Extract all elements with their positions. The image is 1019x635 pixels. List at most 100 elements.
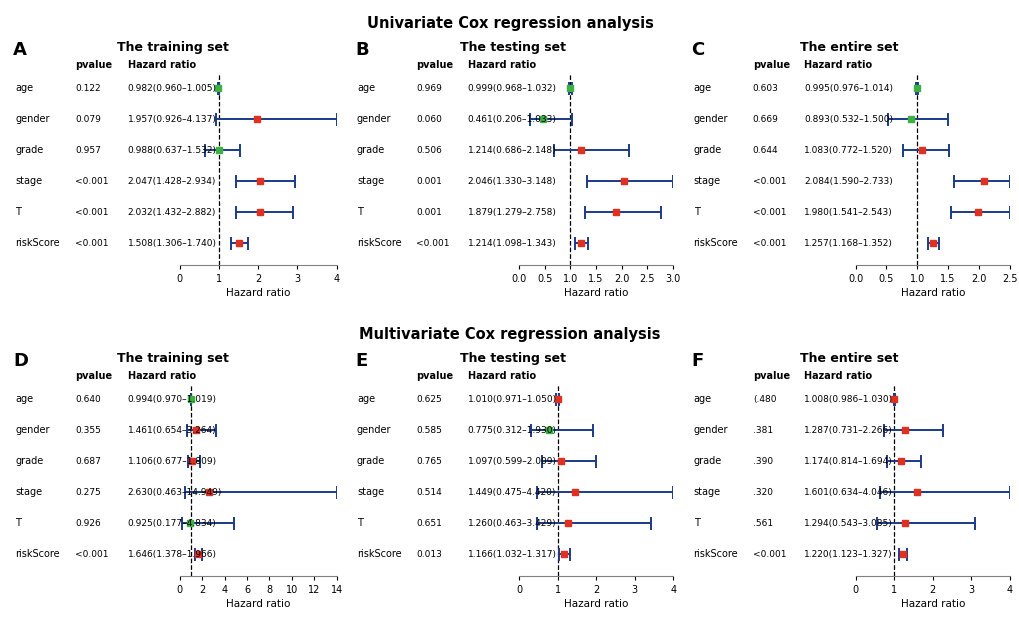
Text: <0.001: <0.001 [416,239,449,248]
Text: stage: stage [693,176,720,186]
Text: 0.585: 0.585 [416,426,441,435]
Text: 1.166(1.032–1.317): 1.166(1.032–1.317) [467,550,556,559]
Text: 0.995(0.976–1.014): 0.995(0.976–1.014) [803,84,893,93]
Text: The entire set: The entire set [799,352,898,365]
Text: Multivariate Cox regression analysis: Multivariate Cox regression analysis [359,327,660,342]
Text: T: T [357,518,363,528]
Text: 1.449(0.475–4.420): 1.449(0.475–4.420) [467,488,555,497]
Text: 0.925(0.177–4.834): 0.925(0.177–4.834) [127,519,216,528]
Text: F: F [691,352,703,370]
Text: 2.630(0.463–14.949): 2.630(0.463–14.949) [127,488,222,497]
Text: pvalue: pvalue [75,60,112,70]
Text: 0.122: 0.122 [75,84,101,93]
Text: stage: stage [693,487,720,497]
Text: 0.988(0.637–1.532): 0.988(0.637–1.532) [127,145,216,155]
Text: stage: stage [357,487,384,497]
Text: pvalue: pvalue [75,371,112,381]
Text: 1.214(0.686–2.148): 1.214(0.686–2.148) [467,145,555,155]
Text: 0.669: 0.669 [752,115,777,124]
Text: age: age [15,83,34,93]
Text: 0.644: 0.644 [752,145,777,155]
Text: T: T [357,207,363,217]
Text: 0.001: 0.001 [416,177,441,185]
Text: 0.651: 0.651 [416,519,441,528]
Text: pvalue: pvalue [416,371,452,381]
Text: 0.355: 0.355 [75,426,101,435]
Text: The training set: The training set [117,352,229,365]
X-axis label: Hazard ratio: Hazard ratio [564,288,628,298]
Text: <0.001: <0.001 [752,177,786,185]
Text: 1.008(0.986–1.030): 1.008(0.986–1.030) [803,395,893,404]
Text: pvalue: pvalue [416,60,452,70]
Text: T: T [15,518,21,528]
Text: 0.765: 0.765 [416,457,441,466]
Text: (.480: (.480 [752,395,775,404]
Text: B: B [355,41,368,59]
Text: 0.640: 0.640 [75,395,101,404]
Text: 1.257(1.168–1.352): 1.257(1.168–1.352) [803,239,893,248]
Text: stage: stage [15,176,43,186]
Text: E: E [355,352,367,370]
Text: .320: .320 [752,488,772,497]
Text: Hazard ratio: Hazard ratio [127,60,196,70]
Text: 0.275: 0.275 [75,488,101,497]
Text: 0.775(0.312–1.930): 0.775(0.312–1.930) [467,426,556,435]
Text: grade: grade [15,145,44,155]
Text: <0.001: <0.001 [752,208,786,217]
Text: pvalue: pvalue [752,371,789,381]
Text: gender: gender [357,114,391,124]
Text: 1.220(1.123–1.327): 1.220(1.123–1.327) [803,550,892,559]
X-axis label: Hazard ratio: Hazard ratio [226,288,290,298]
Text: 2.084(1.590–2.733): 2.084(1.590–2.733) [803,177,892,185]
Text: riskScore: riskScore [693,549,738,559]
Text: age: age [15,394,34,404]
Text: 1.260(0.463–3.429): 1.260(0.463–3.429) [467,519,555,528]
Text: T: T [693,518,699,528]
Text: The testing set: The testing set [460,352,565,365]
Text: The entire set: The entire set [799,41,898,54]
Text: grade: grade [693,457,721,466]
Text: age: age [357,83,375,93]
Text: grade: grade [693,145,721,155]
Text: 0.957: 0.957 [75,145,101,155]
Text: The testing set: The testing set [460,41,565,54]
Text: 1.601(0.634–4.046): 1.601(0.634–4.046) [803,488,892,497]
Text: 0.506: 0.506 [416,145,441,155]
Text: Univariate Cox regression analysis: Univariate Cox regression analysis [366,16,653,31]
Text: riskScore: riskScore [15,238,60,248]
Text: Hazard ratio: Hazard ratio [803,60,871,70]
Text: 0.994(0.970–1.019): 0.994(0.970–1.019) [127,395,216,404]
Text: 0.969: 0.969 [416,84,441,93]
Text: <0.001: <0.001 [75,177,109,185]
Text: stage: stage [15,487,43,497]
Text: pvalue: pvalue [752,60,789,70]
Text: 0.926: 0.926 [75,519,101,528]
Text: riskScore: riskScore [693,238,738,248]
Text: gender: gender [357,425,391,436]
Text: Hazard ratio: Hazard ratio [467,60,535,70]
Text: 2.032(1.432–2.882): 2.032(1.432–2.882) [127,208,216,217]
Text: gender: gender [15,114,50,124]
Text: <0.001: <0.001 [752,550,786,559]
Text: T: T [693,207,699,217]
Text: 1.083(0.772–1.520): 1.083(0.772–1.520) [803,145,893,155]
Text: <0.001: <0.001 [75,550,109,559]
Text: 2.046(1.330–3.148): 2.046(1.330–3.148) [467,177,555,185]
Text: 0.514: 0.514 [416,488,441,497]
Text: age: age [693,394,711,404]
X-axis label: Hazard ratio: Hazard ratio [900,599,964,609]
Text: gender: gender [693,114,728,124]
Text: 1.106(0.677–1.809): 1.106(0.677–1.809) [127,457,217,466]
Text: 0.001: 0.001 [416,208,441,217]
Text: age: age [693,83,711,93]
Text: 1.097(0.599–2.009): 1.097(0.599–2.009) [467,457,556,466]
Text: 0.079: 0.079 [75,115,101,124]
Text: 0.603: 0.603 [752,84,777,93]
X-axis label: Hazard ratio: Hazard ratio [900,288,964,298]
Text: 1.879(1.279–2.758): 1.879(1.279–2.758) [467,208,556,217]
Text: 0.013: 0.013 [416,550,441,559]
Text: 0.461(0.206–1.033): 0.461(0.206–1.033) [467,115,556,124]
Text: age: age [357,394,375,404]
Text: T: T [15,207,21,217]
Text: <0.001: <0.001 [75,208,109,217]
